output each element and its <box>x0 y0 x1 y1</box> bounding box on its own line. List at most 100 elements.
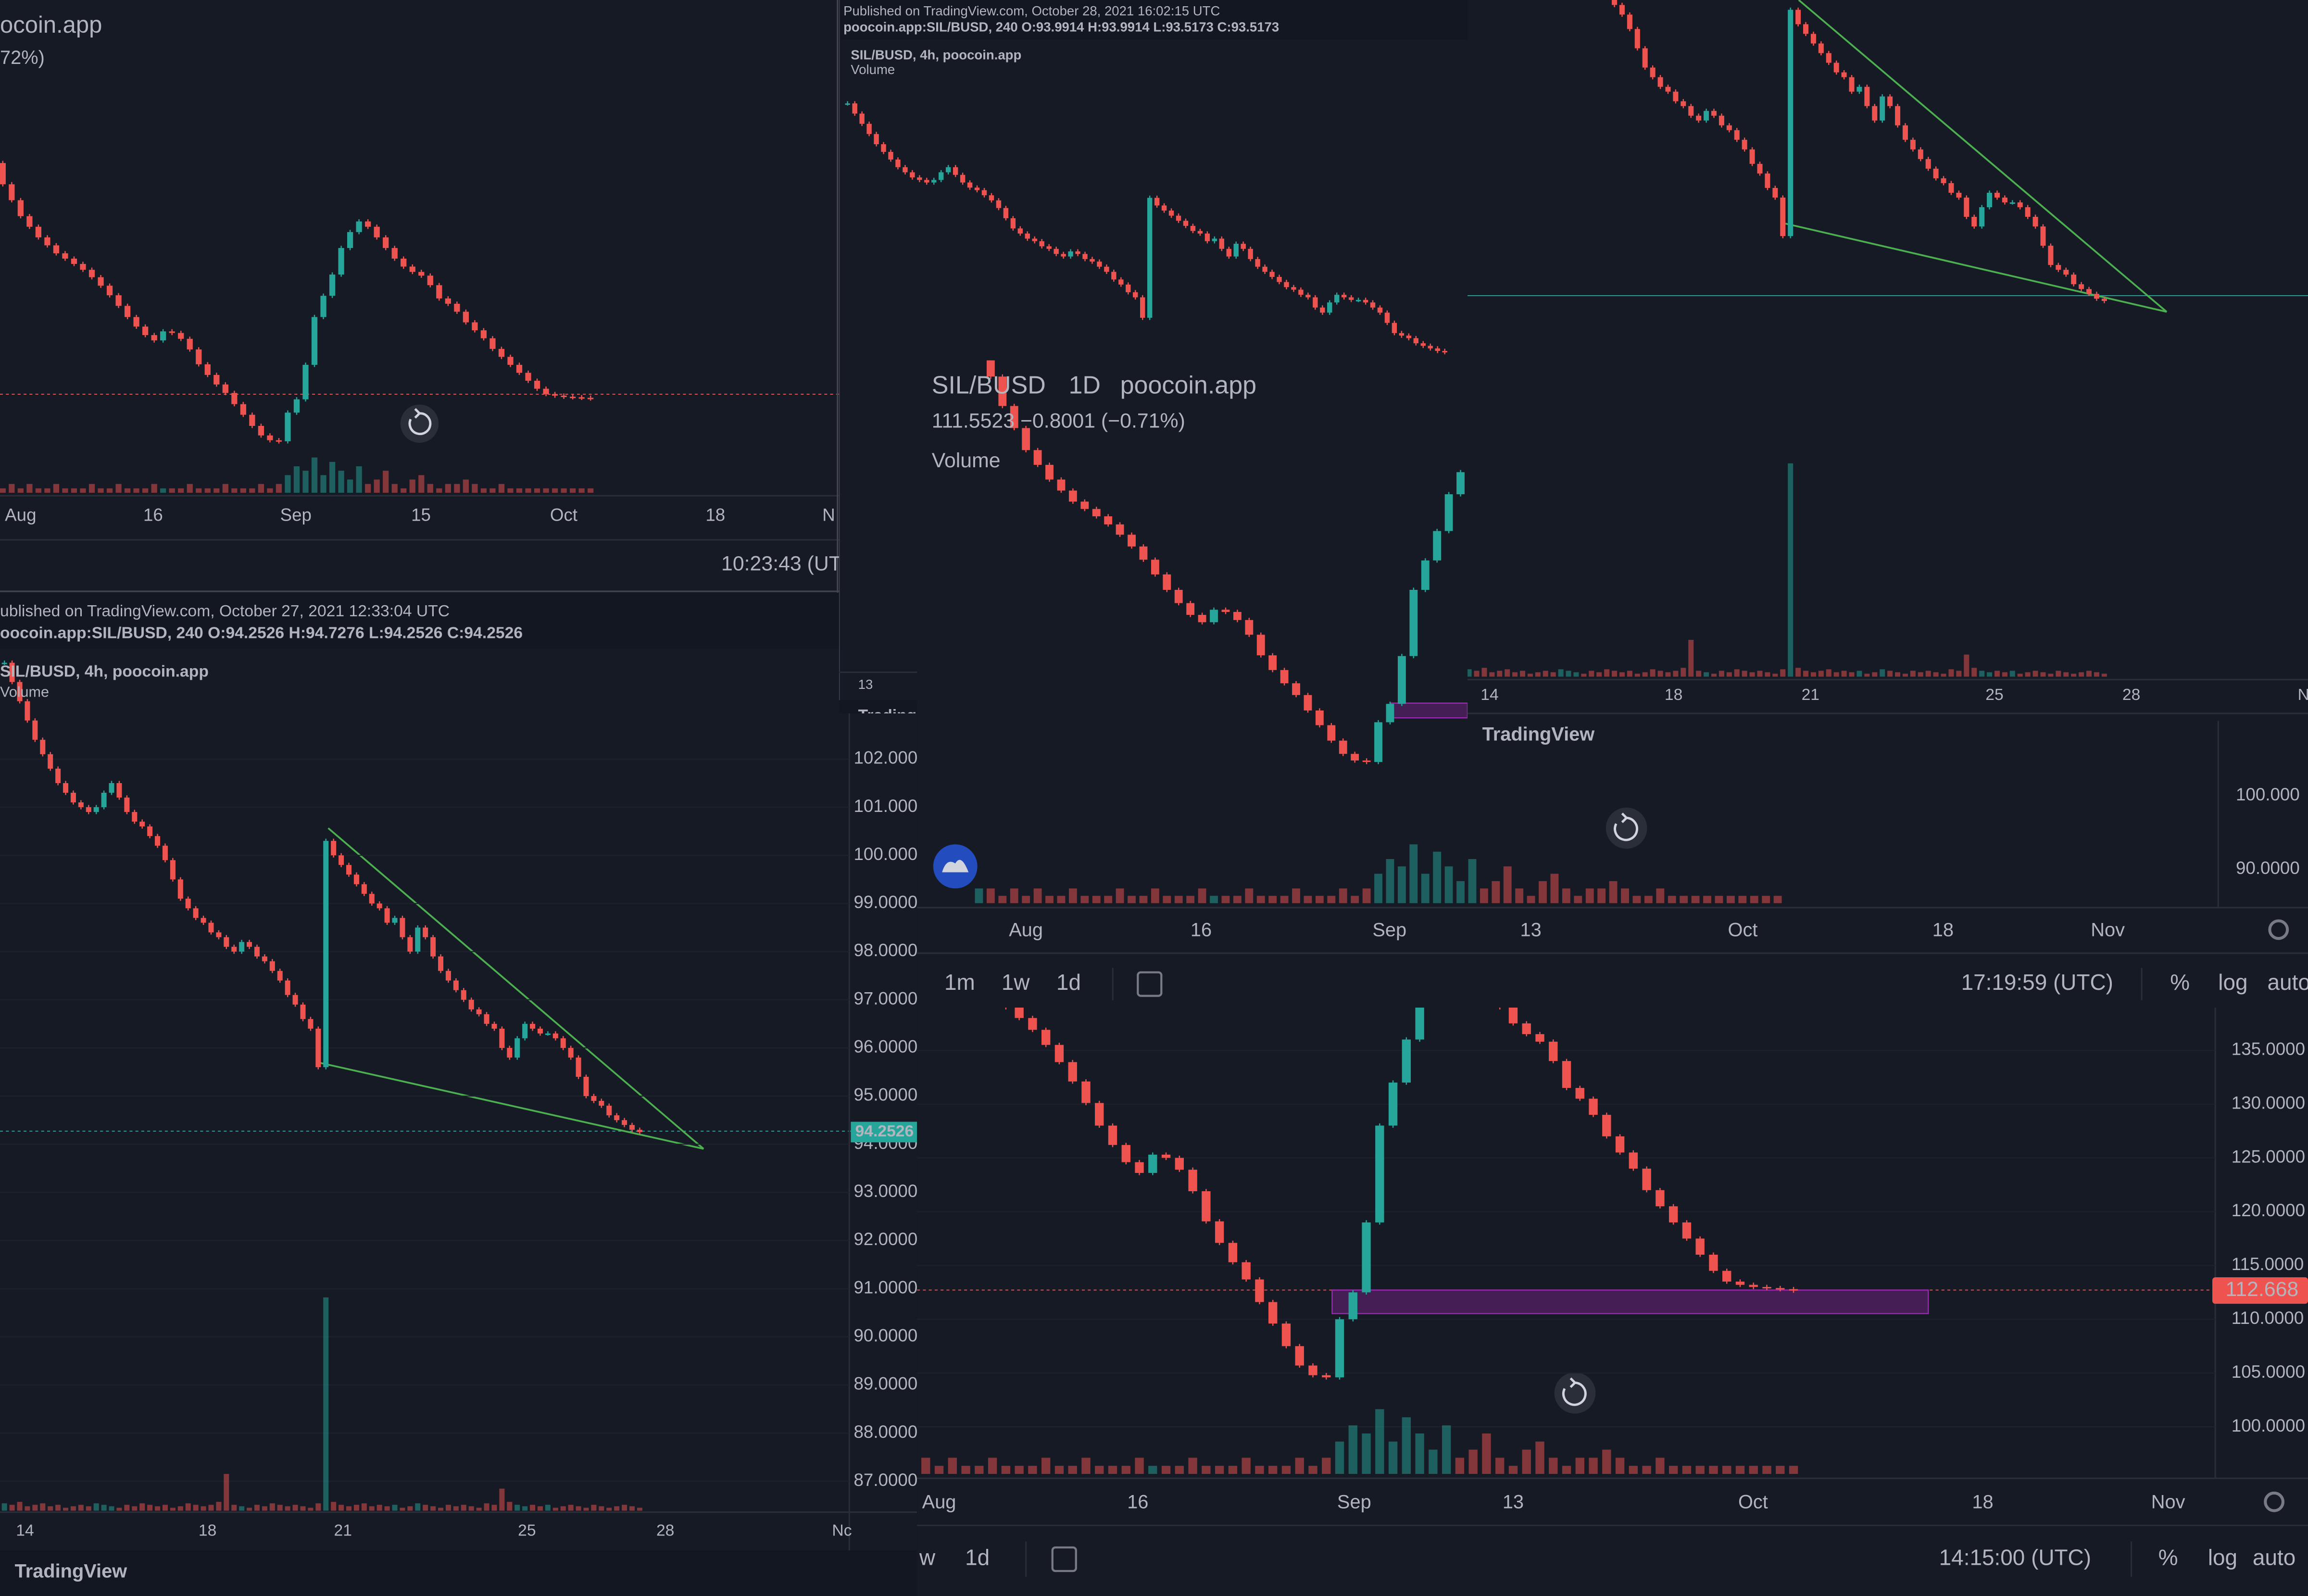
candle <box>1090 259 1095 262</box>
volume-bar <box>1520 671 1526 677</box>
candle <box>178 333 184 339</box>
symbol: SIL/BUSD <box>932 371 1046 399</box>
candle <box>1068 1062 1077 1082</box>
candle <box>376 903 382 909</box>
candle <box>1104 266 1109 272</box>
candle <box>1010 406 1018 428</box>
range-button[interactable] <box>1051 1546 1077 1572</box>
volume-bar <box>1022 896 1030 903</box>
time-tick-label: Aug <box>1009 919 1043 940</box>
0: % <box>2170 970 2190 995</box>
volume-bar <box>106 488 113 493</box>
candle <box>374 226 380 237</box>
volume-bar <box>1057 896 1066 903</box>
volume-bar <box>1609 881 1618 903</box>
volume-bar <box>116 1508 122 1511</box>
volume-bar <box>70 1506 76 1511</box>
volume-bar <box>285 475 291 493</box>
candle <box>1139 546 1148 560</box>
time-tick-label: Sep <box>280 505 312 525</box>
volume-bar <box>1198 888 1206 903</box>
candle <box>1322 1375 1331 1378</box>
reset-button[interactable] <box>1554 1372 1596 1414</box>
reset-button[interactable] <box>1606 807 1647 849</box>
volume-bar <box>1642 1466 1651 1474</box>
candle <box>320 296 326 317</box>
candle <box>1028 1018 1037 1030</box>
candle <box>1642 48 1648 68</box>
volume-bar <box>1562 888 1570 903</box>
candle <box>1803 24 1809 34</box>
volume-bar <box>1788 463 1794 677</box>
volume-bar <box>1604 669 1610 677</box>
candle <box>629 1125 635 1130</box>
candle <box>1121 1145 1130 1162</box>
price-tick-label: 90.0000 <box>2236 858 2300 878</box>
volume-bar <box>247 1508 252 1511</box>
volume-bar <box>1762 896 1770 903</box>
volume-bar <box>1558 669 1564 677</box>
footer-band <box>0 1550 917 1596</box>
volume-bar <box>1642 672 1648 677</box>
settings-button[interactable] <box>2268 919 2289 940</box>
volume-bar <box>438 1508 444 1511</box>
candle <box>109 783 114 793</box>
volume-bar <box>430 1506 436 1511</box>
volume-bar <box>1833 672 1839 677</box>
candle <box>472 322 478 331</box>
volume-bar <box>1362 888 1371 903</box>
candle <box>1081 1081 1091 1103</box>
candle <box>1176 215 1181 221</box>
candle <box>960 175 966 183</box>
panel-bg <box>1468 0 2308 721</box>
candle <box>1045 464 1054 480</box>
candle <box>2002 197 2007 202</box>
range-button[interactable] <box>1137 971 1163 997</box>
candle <box>196 349 202 364</box>
candle <box>1148 1154 1157 1173</box>
volume-bar <box>1597 888 1606 903</box>
candle <box>71 258 77 264</box>
candle <box>1535 1034 1544 1042</box>
2: 1d <box>1056 970 1081 995</box>
candle <box>17 682 23 701</box>
candle <box>1190 225 1196 231</box>
candle <box>40 739 46 754</box>
volume-bar <box>1615 1458 1625 1474</box>
volume-bar <box>1415 1433 1424 1474</box>
volume-bar <box>445 1505 451 1511</box>
candle <box>1433 531 1442 561</box>
candle <box>1075 251 1080 254</box>
volume-bar <box>1627 671 1632 677</box>
time-tick-label: Nc <box>832 1521 852 1539</box>
candle <box>866 124 872 134</box>
candle <box>516 364 523 373</box>
candle <box>1362 1222 1371 1293</box>
volume-bar <box>599 1506 604 1511</box>
settings-button[interactable] <box>2264 1491 2285 1512</box>
volume-bar <box>2056 671 2061 677</box>
volume-bar <box>934 1466 944 1474</box>
candle <box>2009 202 2015 204</box>
volume-bar <box>472 484 478 493</box>
candle <box>1003 208 1009 218</box>
candle <box>1292 683 1300 695</box>
price-tick-label: 100.0000 <box>2232 1416 2305 1435</box>
trend-line <box>316 1061 704 1150</box>
volume-bar <box>1174 896 1183 903</box>
volume-bar <box>1268 896 1277 903</box>
candle <box>132 812 138 822</box>
candle <box>1351 754 1359 761</box>
volume-bar <box>80 488 86 493</box>
volume-bar <box>545 1505 551 1511</box>
candle <box>1415 1008 1424 1040</box>
candle <box>25 701 30 721</box>
volume-bar <box>1612 671 1618 677</box>
reset-button[interactable] <box>400 404 439 443</box>
candle <box>1095 1103 1104 1126</box>
volume-bar <box>187 484 193 493</box>
candle <box>1841 72 1847 77</box>
volume-bar <box>1681 668 1686 677</box>
price-tick-label: 115.0000 <box>2232 1254 2304 1274</box>
